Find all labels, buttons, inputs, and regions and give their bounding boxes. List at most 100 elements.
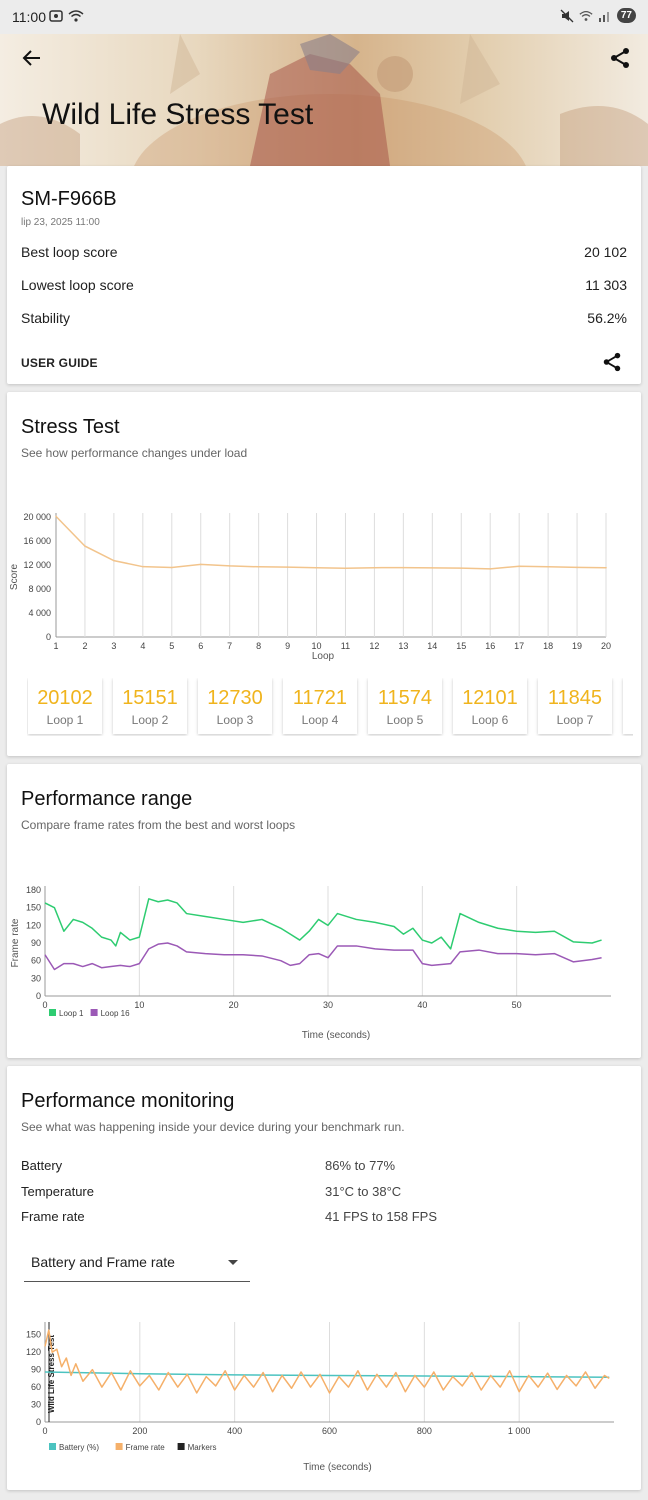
- score-point: [431, 567, 434, 569]
- x-tick-label: 19: [572, 641, 582, 651]
- user-guide-link[interactable]: USER GUIDE: [21, 356, 98, 370]
- y-tick-label: 90: [31, 938, 41, 948]
- share-icon[interactable]: [608, 46, 632, 70]
- y-tick-label: 4 000: [28, 608, 51, 618]
- x-tick-label: 1: [53, 641, 58, 651]
- x-axis-label: Time (seconds): [303, 1462, 372, 1473]
- loop-score-tile[interactable]: 12730 Loop 3: [198, 678, 272, 734]
- wifi-status-icon: [579, 10, 593, 21]
- loop-score-label: Loop 6: [471, 713, 509, 727]
- page-title: Wild Life Stress Test: [42, 98, 314, 131]
- y-tick-label: 120: [26, 920, 41, 930]
- legend-swatch: [49, 1009, 56, 1016]
- hero-banner: Wild Life Stress Test: [0, 34, 648, 166]
- best-loop-row: Best loop score 20 102: [21, 244, 627, 260]
- x-tick-label: 14: [427, 641, 437, 651]
- score-point: [257, 566, 260, 568]
- series-line: [44, 942, 602, 971]
- x-tick-label: 200: [132, 1426, 147, 1436]
- y-tick-label: 150: [26, 903, 41, 913]
- loop-score-value: 15151: [122, 687, 178, 709]
- series-line: [44, 1371, 610, 1378]
- score-point: [170, 566, 173, 569]
- score-point: [402, 566, 405, 569]
- hero-artwork: [0, 34, 648, 166]
- performance-monitoring-title: Performance monitoring: [21, 1090, 235, 1112]
- x-tick-label: 40: [417, 1000, 427, 1010]
- performance-range-subtitle: Compare frame rates from the best and wo…: [21, 818, 296, 832]
- series-line: [44, 1329, 610, 1394]
- stability-value: 56.2%: [587, 310, 627, 326]
- screenshot-icon: [49, 10, 63, 22]
- score-point: [142, 565, 144, 568]
- loop-score-label: Loop 4: [301, 713, 339, 727]
- x-tick-label: 11: [341, 641, 350, 651]
- loop-score-value: 12730: [207, 687, 263, 709]
- y-tick-label: 60: [31, 1382, 41, 1392]
- loop-score-label: Loop 1: [46, 713, 84, 727]
- x-tick-label: 0: [42, 1000, 47, 1010]
- loop-score-tile[interactable]: 15151 Loop 2: [113, 678, 187, 734]
- x-tick-label: 600: [322, 1426, 337, 1436]
- score-point: [547, 566, 549, 568]
- y-tick-label: 0: [46, 632, 51, 642]
- loop-score-label: Loop 2: [131, 713, 169, 727]
- chart-selector-dropdown[interactable]: Battery and Frame rate: [24, 1246, 250, 1282]
- score-point: [315, 566, 318, 569]
- loop-score-tile[interactable]: 11574 Loop 5: [368, 678, 442, 734]
- x-tick-label: 0: [42, 1426, 47, 1436]
- chevron-down-icon: [228, 1260, 238, 1265]
- performance-range-card: Performance range Compare frame rates fr…: [7, 764, 641, 1058]
- x-tick-label: 1 000: [508, 1426, 531, 1436]
- battery-indicator: 77: [616, 8, 636, 23]
- score-point: [113, 559, 115, 562]
- temperature-label: Temperature: [21, 1184, 94, 1199]
- lowest-loop-value: 11 303: [585, 277, 627, 293]
- x-tick-label: 10: [134, 1000, 144, 1010]
- y-tick-label: 60: [31, 956, 41, 966]
- wifi-icon: [68, 10, 84, 22]
- loop-score-tile[interactable]: 11845 Loop 7: [538, 678, 612, 734]
- legend-swatch: [177, 1443, 185, 1450]
- summary-card: SM-F966B lip 23, 2025 11:00 Best loop sc…: [7, 166, 641, 384]
- y-tick-label: 120: [26, 1347, 41, 1357]
- x-tick-label: 17: [514, 641, 524, 651]
- y-tick-label: 20 000: [23, 512, 51, 522]
- score-point: [55, 515, 57, 518]
- frame-rate-value: 41 FPS to 158 FPS: [325, 1209, 438, 1224]
- x-tick-label: 12: [369, 641, 379, 651]
- x-tick-label: 16: [485, 641, 495, 651]
- y-axis-label: Score: [9, 564, 20, 591]
- x-tick-label: 4: [140, 641, 145, 651]
- share-icon[interactable]: [601, 351, 623, 373]
- score-point: [518, 565, 520, 567]
- battery-value: 86% to 77%: [325, 1158, 396, 1173]
- legend-swatch: [90, 1009, 98, 1016]
- loop-scores-strip[interactable]: 20102 Loop 1 15151 Loop 2 12730 Loop 3 11721 Lo…: [27, 678, 633, 736]
- y-tick-label: 30: [31, 1400, 41, 1410]
- x-tick-label: 20: [601, 641, 611, 651]
- lowest-loop-label: Lowest loop score: [21, 277, 134, 293]
- y-tick-label: 90: [31, 1365, 41, 1375]
- x-tick-label: 7: [227, 641, 232, 651]
- loop-score-value: 11721: [292, 687, 348, 709]
- status-time: 11:00: [12, 9, 46, 25]
- temperature-value: 31°C to 38°C: [325, 1184, 402, 1199]
- x-tick-label: 50: [512, 1000, 522, 1010]
- loop-score-tile[interactable]: 11721 Loop 4: [283, 678, 357, 734]
- loop-score-tile[interactable]: 20102 Loop 1: [28, 678, 102, 734]
- loop-score-label: Loop 3: [216, 713, 254, 727]
- stress-test-card: Stress Test See how performance changes …: [7, 392, 641, 756]
- x-tick-label: 800: [417, 1426, 432, 1436]
- chart-selector-label: Battery and Frame rate: [31, 1254, 175, 1270]
- score-point: [228, 565, 231, 567]
- frame-rate-chart: 0 30 60 90 120 150 180 0 10 20 30 40 50 Frame rate Tim…: [10, 885, 611, 1041]
- loop-score-tile-partial[interactable]: [623, 678, 633, 734]
- back-arrow-icon[interactable]: [20, 46, 44, 70]
- x-tick-label: 400: [227, 1426, 242, 1436]
- loop-score-tile[interactable]: 12101 Loop 6: [453, 678, 527, 734]
- loop-score-value: 20102: [37, 687, 93, 709]
- x-tick-label: 30: [323, 1000, 333, 1010]
- y-tick-label: 16 000: [23, 536, 51, 546]
